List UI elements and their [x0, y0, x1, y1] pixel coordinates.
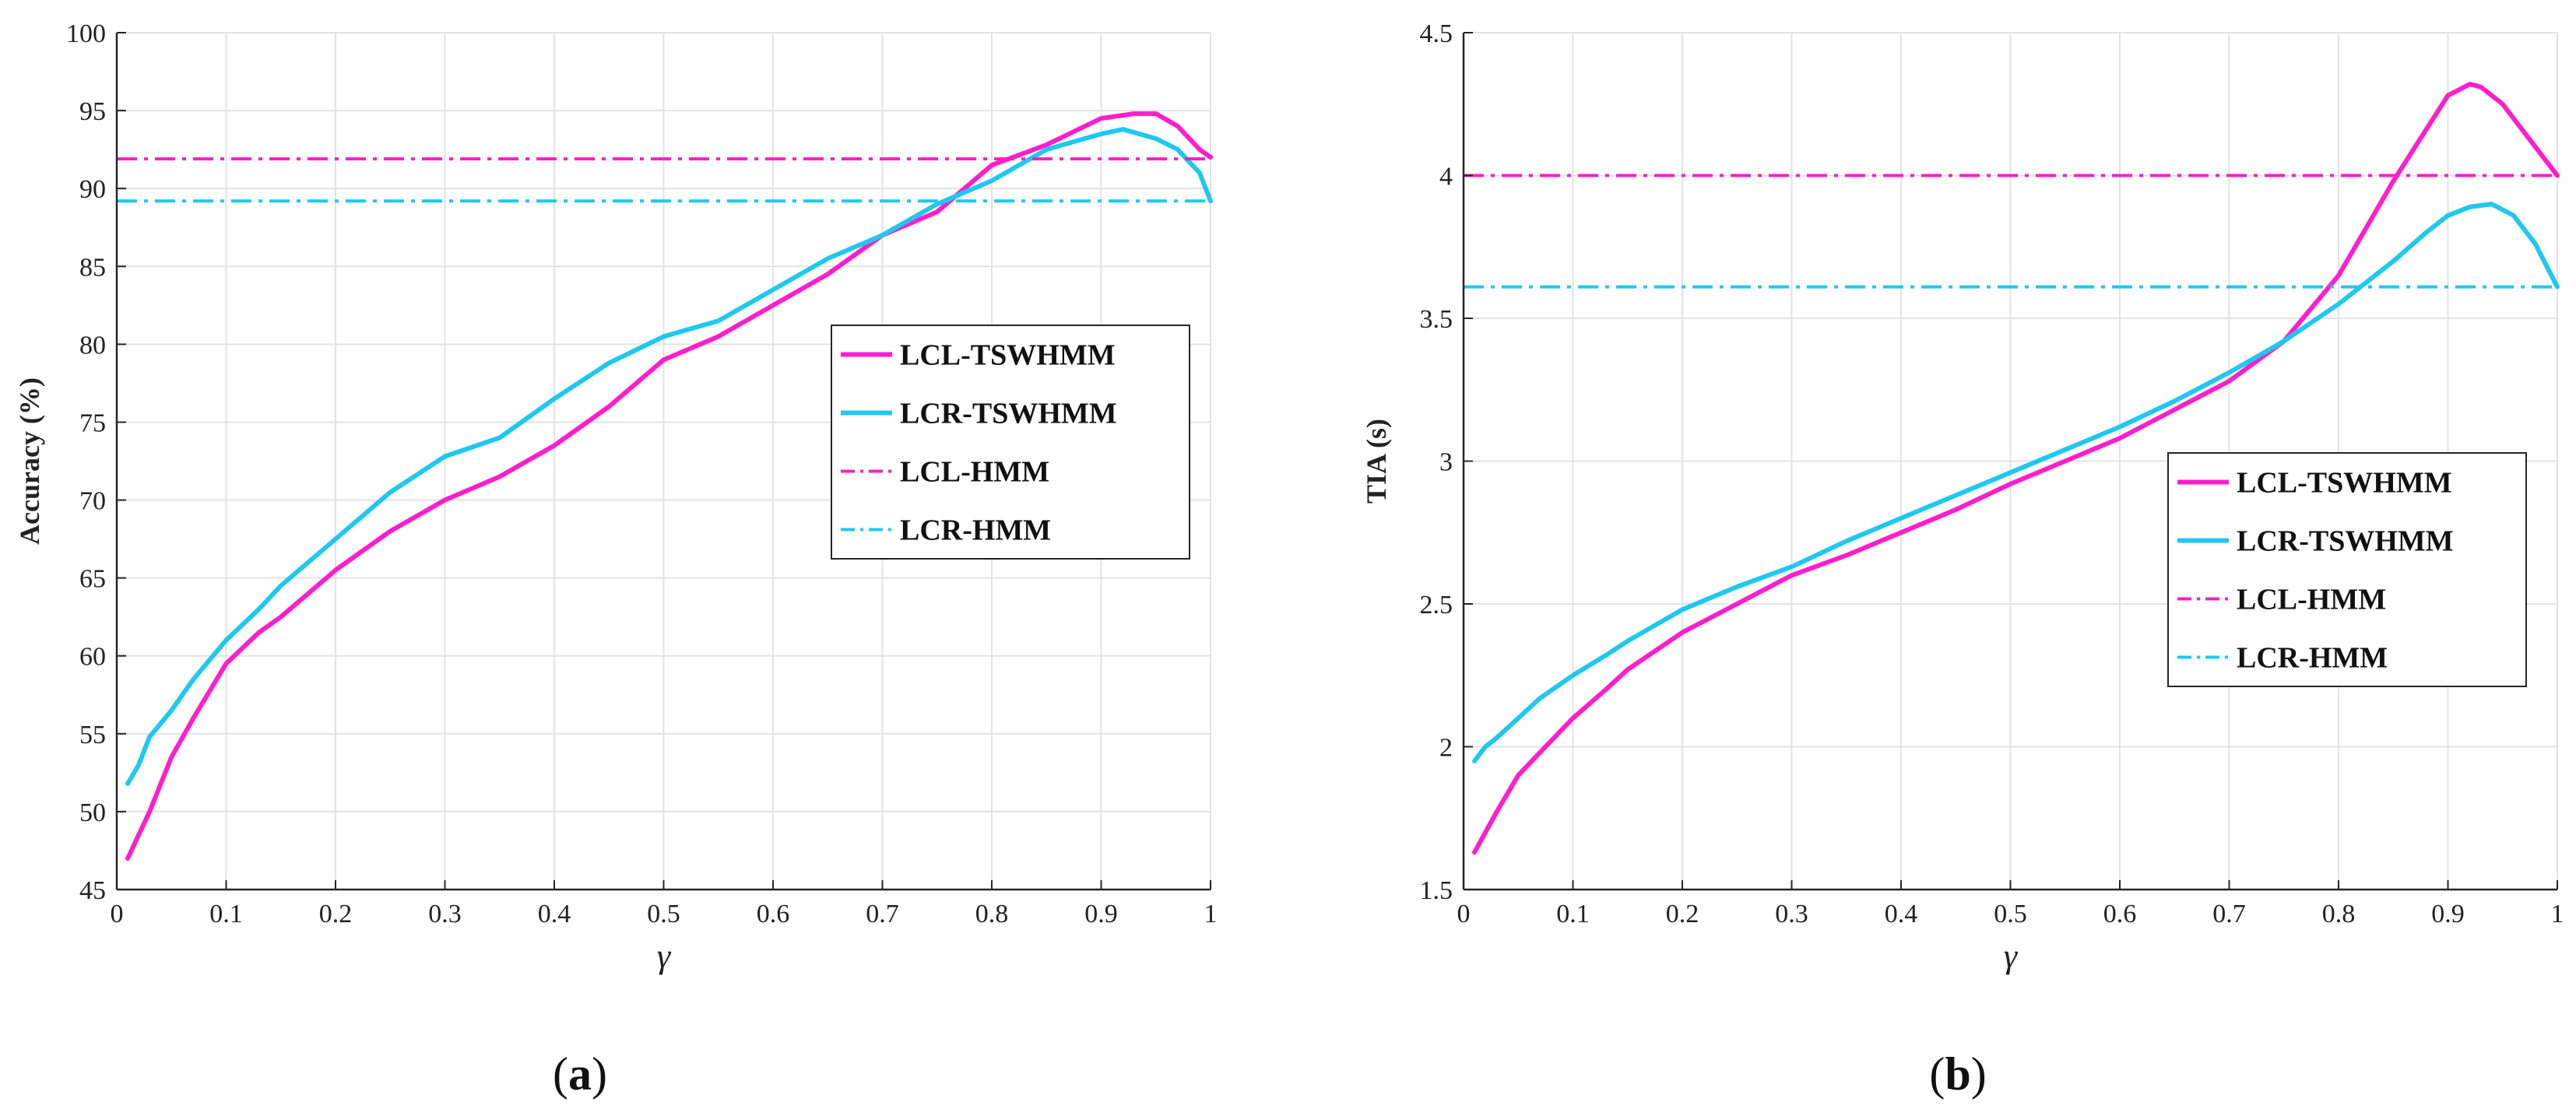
x-tick-label: 0.8 [975, 900, 1009, 928]
x-tick-label: 0.9 [1084, 900, 1118, 928]
y-tick-label: 3.5 [1420, 305, 1453, 334]
y-tick-label: 75 [79, 409, 106, 437]
x-tick-label: 0.5 [1994, 900, 2027, 928]
y-tick-label: 3 [1439, 448, 1453, 477]
legend-label-lcr-tswhmm: LCR-TSWHMM [2237, 525, 2454, 558]
y-tick-label: 55 [79, 721, 106, 749]
y-axis-label: TIA (s) [1361, 419, 1392, 504]
legend-label-lcl-tswhmm: LCL-TSWHMM [900, 339, 1116, 372]
y-tick-label: 100 [66, 19, 106, 48]
legend-box [831, 325, 1190, 560]
x-tick-label: 0.9 [2431, 900, 2465, 928]
chart-panel-b: 0 0.1 0.2 0.3 0.4 0.5 0.6 0.7 0.8 0.9 1 1.5 2 2.5 3 3.5… [1361, 19, 2564, 1100]
y-tick-label: 1.5 [1420, 876, 1453, 905]
x-tick-label: 1 [1204, 900, 1218, 928]
chart-panel-a: 0 0.1 0.2 0.3 0.4 0.5 0.6 0.7 0.8 0.9 1 45 50 55 60 65 7… [14, 19, 1218, 1100]
x-tick-label: 0.1 [209, 900, 243, 928]
y-tick-label: 65 [79, 565, 106, 594]
x-tick-label: 0.6 [757, 900, 790, 928]
x-tick-label: 0.2 [319, 900, 353, 928]
legend: LCL-TSWHMM LCR-TSWHMM LCL-HMM LCR-HMM [831, 325, 1190, 560]
legend-box [2167, 452, 2527, 687]
y-tick-label: 2.5 [1420, 591, 1453, 619]
legend-label-lcr-hmm: LCR-HMM [900, 514, 1051, 547]
y-tick-label: 2 [1439, 734, 1453, 763]
x-tick-label: 0.2 [1666, 900, 1699, 928]
y-tick-label: 4.5 [1420, 19, 1453, 48]
y-tick-label: 95 [79, 97, 106, 126]
x-tick-label: 0.4 [538, 900, 571, 928]
x-tick-label: 1 [2551, 900, 2564, 928]
x-tick-label: 0 [1457, 900, 1471, 928]
legend-label-lcr-hmm: LCR-HMM [2237, 642, 2388, 675]
x-tick-label: 0.8 [2322, 900, 2356, 928]
y-tick-label: 70 [79, 487, 106, 516]
x-tick-label: 0.1 [1556, 900, 1590, 928]
x-tick-label: 0.7 [2212, 900, 2246, 928]
series-line-lcl-tswhmm [1472, 82, 2560, 855]
series-line-lcr-tswhmm [125, 127, 1213, 786]
panel-caption: (a) [553, 1048, 607, 1100]
series-line-lcl-tswhmm [125, 111, 1213, 861]
x-tick-label: 0 [111, 900, 124, 928]
y-tick-label: 50 [79, 798, 106, 827]
legend-label-lcl-hmm: LCL-HMM [900, 456, 1049, 489]
x-tick-label: 0.3 [1775, 900, 1808, 928]
x-tick-label: 0.5 [647, 900, 680, 928]
legend-label-lcl-hmm: LCL-HMM [2237, 584, 2386, 616]
x-axis-label: γ [657, 937, 672, 975]
y-tick-label: 60 [79, 643, 106, 672]
y-tick-label: 45 [79, 876, 106, 905]
y-tick-label: 85 [79, 253, 106, 282]
legend-label-lcr-tswhmm: LCR-TSWHMM [900, 398, 1117, 430]
x-axis-label: γ [2004, 937, 2019, 975]
x-tick-label: 0.6 [2103, 900, 2137, 928]
x-tick-label: 0.3 [428, 900, 462, 928]
y-tick-label: 90 [79, 175, 106, 204]
y-axis-label: Accuracy (%) [14, 377, 45, 545]
series-line-lcr-tswhmm [1472, 202, 2560, 763]
x-tick-label: 0.4 [1885, 900, 1918, 928]
legend-label-lcl-tswhmm: LCL-TSWHMM [2237, 467, 2452, 500]
panel-caption: (b) [1929, 1048, 1986, 1100]
y-tick-label: 4 [1439, 163, 1453, 191]
legend: LCL-TSWHMM LCR-TSWHMM LCL-HMM LCR-HMM [2167, 452, 2527, 687]
x-tick-label: 0.7 [866, 900, 899, 928]
y-tick-label: 80 [79, 331, 106, 360]
